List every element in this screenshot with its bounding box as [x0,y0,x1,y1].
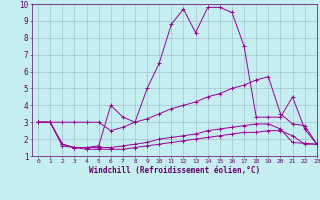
X-axis label: Windchill (Refroidissement éolien,°C): Windchill (Refroidissement éolien,°C) [89,166,260,175]
